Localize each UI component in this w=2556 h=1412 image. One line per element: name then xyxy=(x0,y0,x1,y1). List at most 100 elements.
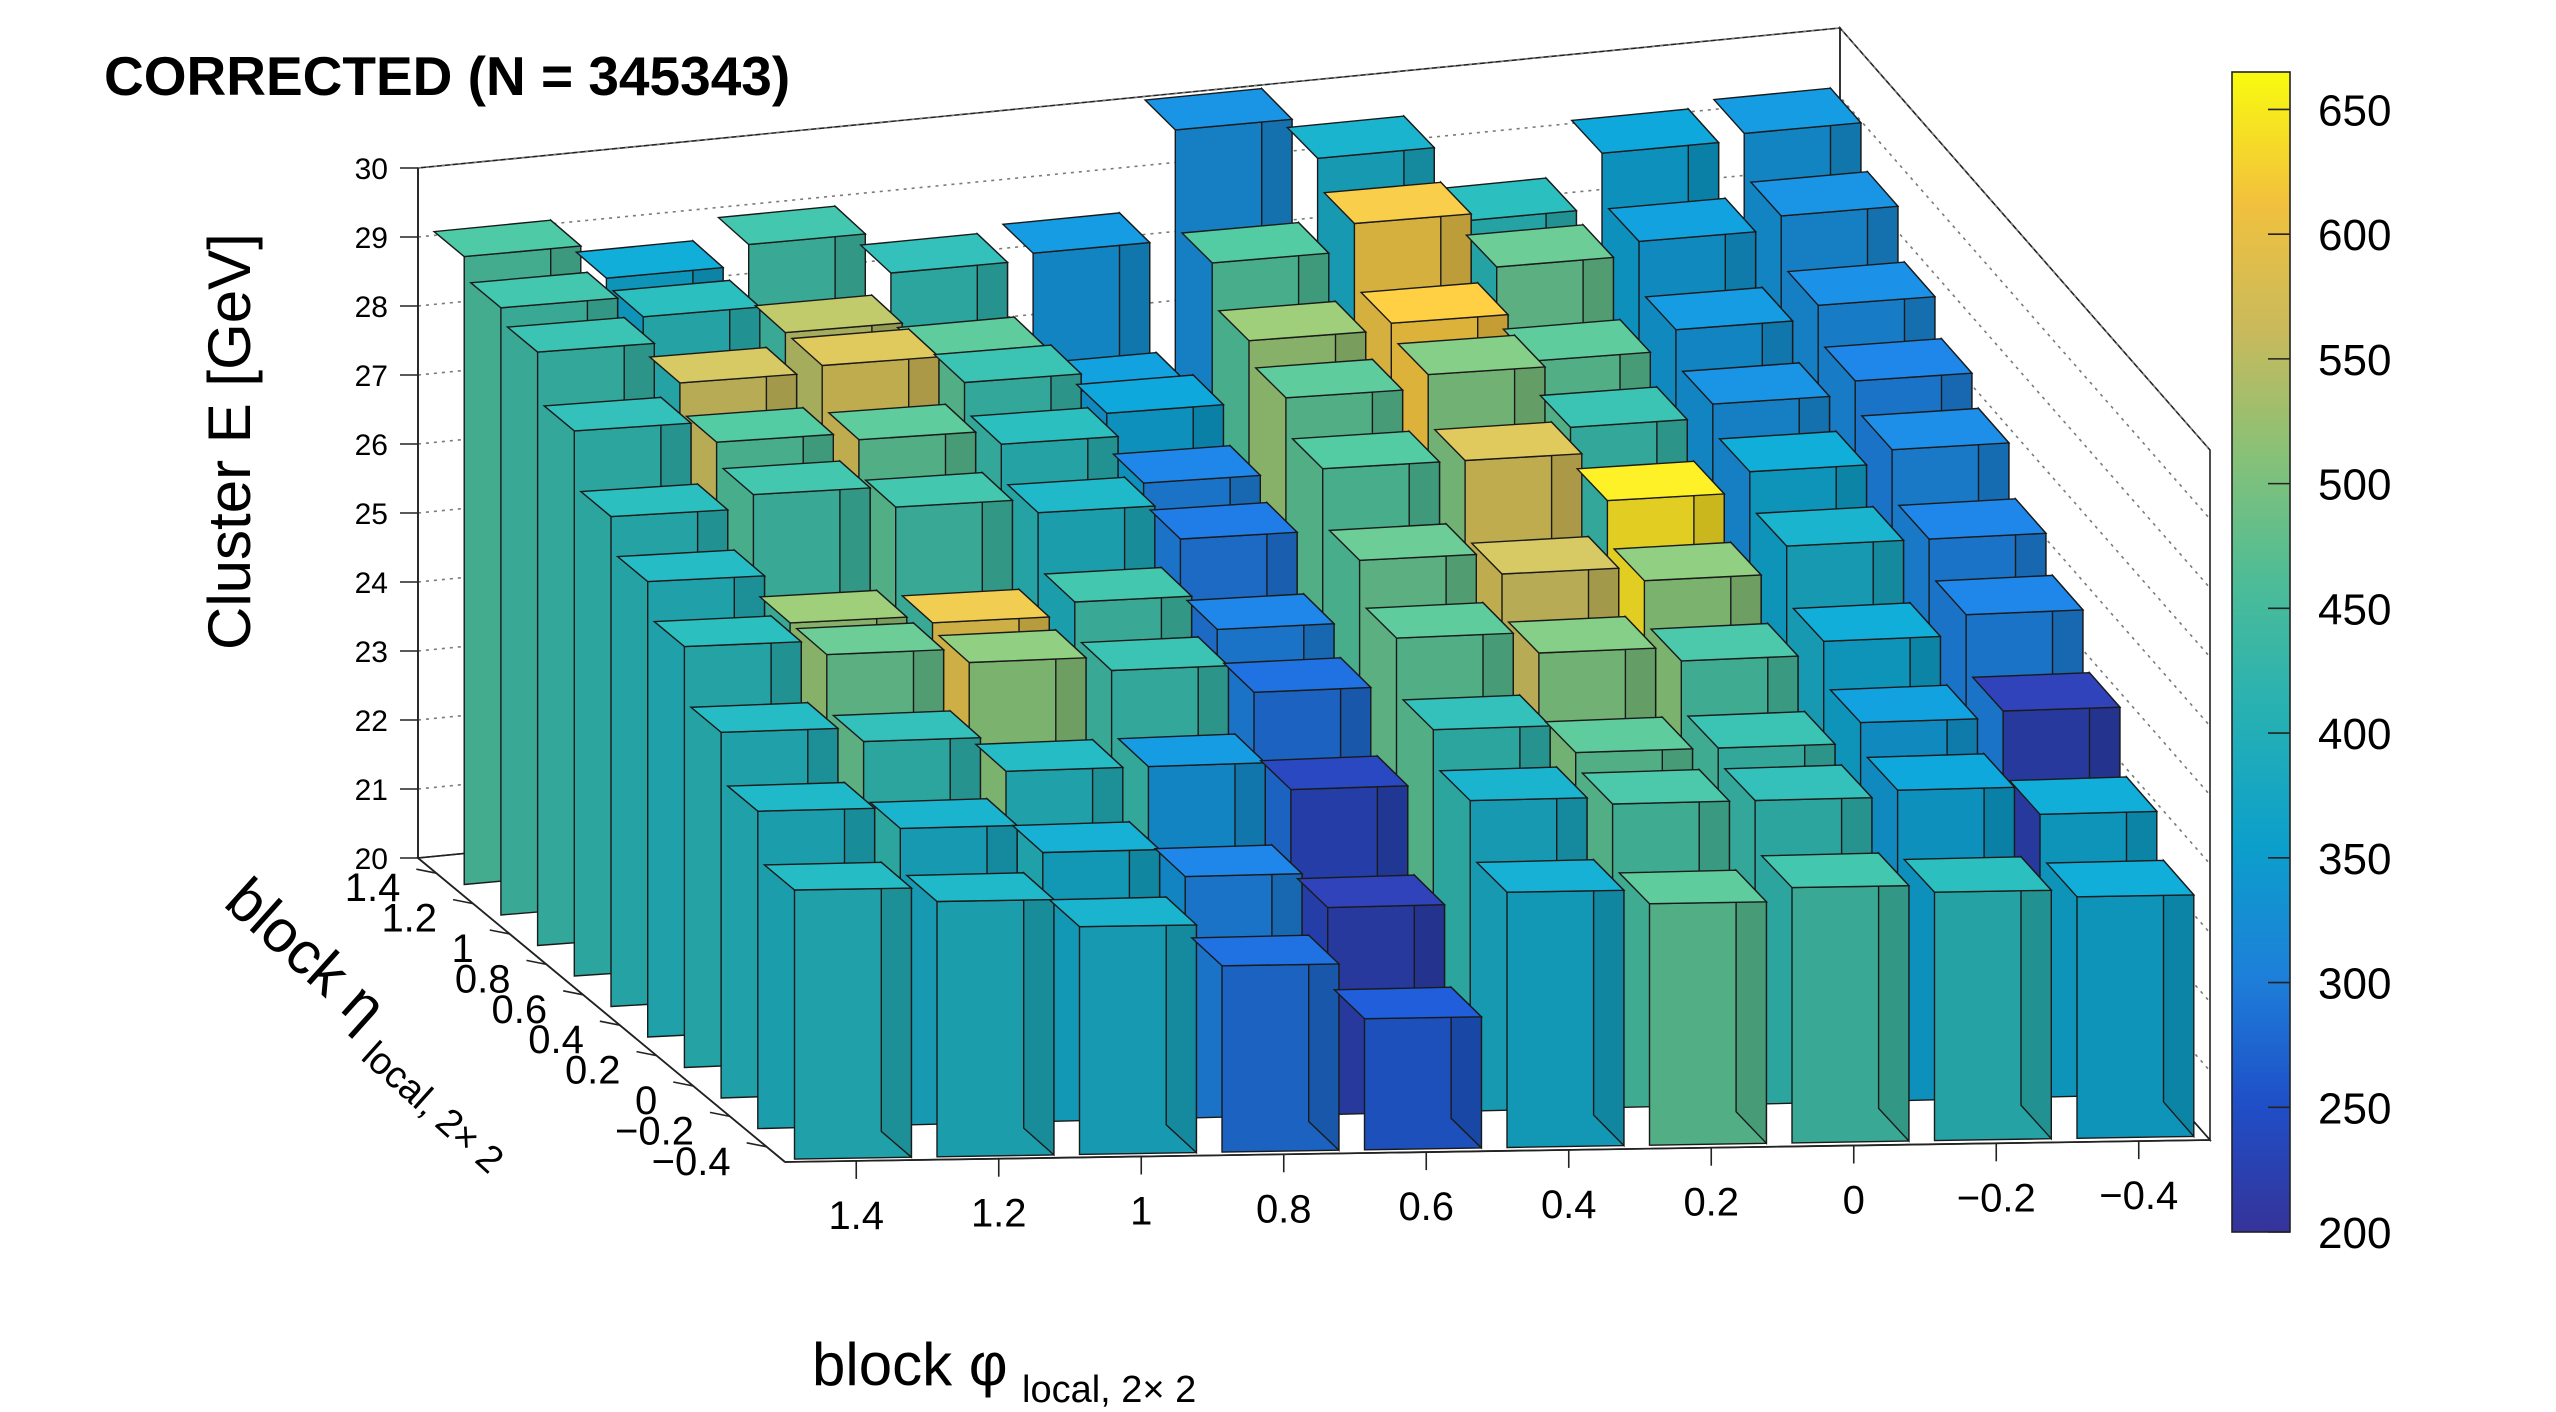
bar-top xyxy=(721,460,872,496)
bar-side xyxy=(2162,858,2195,1139)
bar-top xyxy=(505,316,657,353)
z-tick-label: 30 xyxy=(355,153,388,186)
y-tick-label: 0.6 xyxy=(492,988,548,1032)
bar-top xyxy=(1433,421,1584,462)
bar-top xyxy=(1464,224,1615,268)
x-tick-label: 0.2 xyxy=(1683,1181,1739,1225)
x-tick-label: 1.4 xyxy=(828,1194,884,1238)
bar-top xyxy=(1538,386,1689,429)
bar-top xyxy=(794,622,946,656)
bar-top xyxy=(432,219,583,258)
bar-top xyxy=(827,403,978,441)
bar-top xyxy=(1001,212,1152,254)
bar-top xyxy=(1828,684,1979,724)
y-tick-label: 0.8 xyxy=(455,957,511,1001)
y-axis-label-sub: local, 2× 2 xyxy=(354,1034,512,1182)
palette-tick-label: 600 xyxy=(2318,211,2391,260)
y-tick xyxy=(526,959,547,966)
bar-top xyxy=(1006,476,1157,514)
bar-top xyxy=(1865,753,2016,791)
bar-top xyxy=(1575,460,1726,502)
bar-top xyxy=(758,589,909,624)
bar-top xyxy=(1185,593,1336,631)
palette-tick-label: 200 xyxy=(2318,1209,2391,1258)
bar-side xyxy=(880,860,913,1159)
bar xyxy=(1902,854,2053,1142)
y-tick xyxy=(636,1050,657,1057)
y-tick xyxy=(709,1111,731,1118)
bars-layer xyxy=(432,86,2196,1160)
y-tick-label: 1.4 xyxy=(345,866,401,910)
x-tick-label: 0.8 xyxy=(1256,1187,1312,1231)
bar-top xyxy=(1681,362,1831,405)
bar-top xyxy=(542,396,693,432)
bar-top xyxy=(1971,671,2122,712)
y-tick xyxy=(599,1020,621,1026)
bar-top xyxy=(1111,444,1262,484)
z-tick-label: 23 xyxy=(355,636,388,669)
y-axis-label: block η local, 2× 2 xyxy=(213,865,512,1182)
axes-layer: 1.4 1.2 1 0.8 0.6 0.4 0.2 0 −0.2 −0.41.41.210.80.… xyxy=(345,153,2178,1238)
palette-tick-label: 400 xyxy=(2318,710,2391,759)
x-tick-label: 0 xyxy=(1843,1179,1865,1223)
bar-top xyxy=(469,271,620,309)
bar-top xyxy=(1047,896,1199,928)
bar-top xyxy=(1190,934,1341,967)
y-tick xyxy=(562,990,584,996)
bar-top xyxy=(863,471,1015,508)
palette-tick-label: 550 xyxy=(2318,336,2391,385)
x-axis-line xyxy=(784,1139,2211,1163)
bar-top xyxy=(1222,657,1373,694)
z-tick-label: 27 xyxy=(355,360,388,393)
bar-top xyxy=(1791,602,1942,643)
bar-top xyxy=(859,232,1010,274)
bar-top xyxy=(1074,374,1225,415)
x-axis-label: block φ local, 2× 2 xyxy=(812,1331,1196,1411)
bar-top xyxy=(1507,615,1658,654)
y-tick xyxy=(746,1142,767,1148)
bar-top xyxy=(831,710,983,743)
bar-side xyxy=(1165,895,1198,1155)
bar-top xyxy=(1902,856,2053,893)
y-tick xyxy=(416,868,437,874)
bar-top xyxy=(1754,506,1906,547)
bar-top xyxy=(1396,334,1547,376)
bar-top xyxy=(1180,221,1331,264)
bar-top xyxy=(1723,764,1874,802)
bar-top xyxy=(1322,181,1473,225)
bar-top xyxy=(615,549,767,583)
y-tick xyxy=(489,929,510,935)
palette-tick-label: 350 xyxy=(2318,835,2391,884)
bar-top xyxy=(1010,821,1162,854)
palette-tick-label: 650 xyxy=(2318,86,2391,135)
bar-top xyxy=(1401,694,1552,731)
bar-top xyxy=(1717,430,1868,473)
bar xyxy=(2045,858,2196,1140)
bar-top xyxy=(689,701,840,734)
z-axis-label: Cluster E [GeV] xyxy=(196,233,263,650)
bar-top xyxy=(1786,261,1937,307)
bar-top xyxy=(1823,337,1974,382)
bar-top xyxy=(1153,844,1304,878)
bar-top xyxy=(1612,541,1763,582)
bar-top xyxy=(2045,859,2196,898)
bar-top xyxy=(790,328,941,367)
bar-top xyxy=(1359,282,1510,324)
bar-top xyxy=(1760,852,1911,889)
bar-top xyxy=(900,588,1051,624)
bar-top xyxy=(1332,986,1484,1020)
bar-top xyxy=(974,738,1125,773)
bar-top xyxy=(753,294,904,334)
palette-tick-label: 450 xyxy=(2318,585,2391,634)
bar-top xyxy=(1686,710,1837,749)
bar-top xyxy=(2008,776,2159,816)
bar-top xyxy=(762,861,914,891)
x-tick-label: 1 xyxy=(1130,1190,1152,1234)
y-tick-label: 0.2 xyxy=(565,1049,621,1093)
bar-top xyxy=(1254,358,1405,399)
palette-tick-label: 250 xyxy=(2318,1084,2391,1133)
palette-bar xyxy=(2231,71,2291,1233)
bar-top xyxy=(1079,636,1231,672)
bar-top xyxy=(611,279,762,318)
